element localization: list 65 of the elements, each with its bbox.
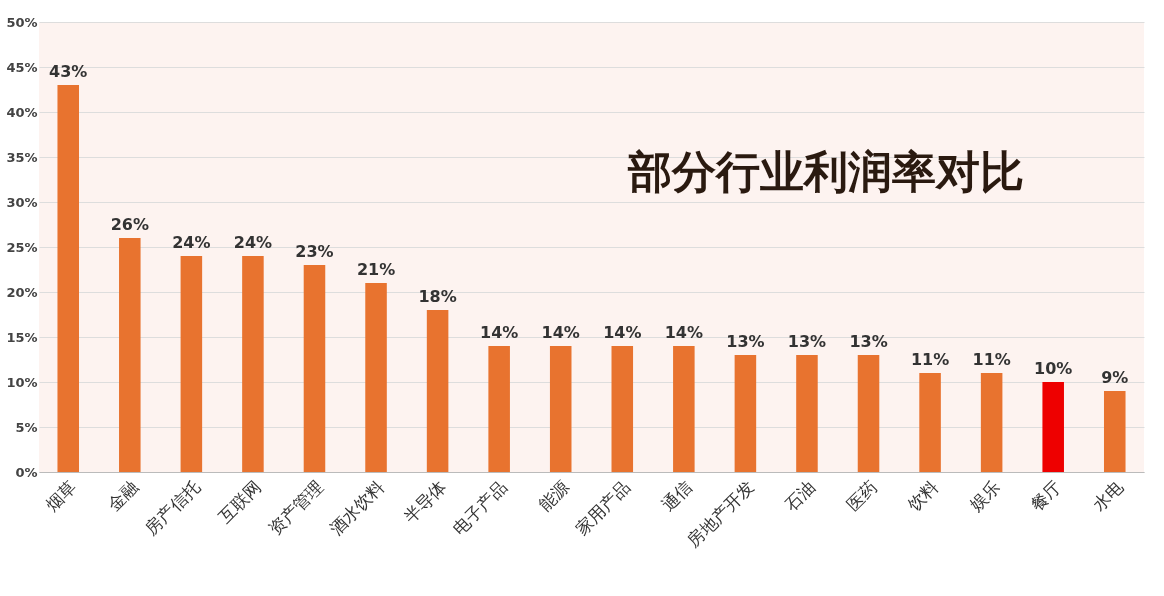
data-label: 21% xyxy=(356,260,396,279)
y-tick-label: 50% xyxy=(6,14,38,30)
y-tick-label: 45% xyxy=(6,59,38,75)
x-tick-label: 酒水饮料 xyxy=(325,476,389,539)
x-tick-label: 资产管理 xyxy=(264,476,327,539)
data-label: 18% xyxy=(418,287,457,306)
data-label: 14% xyxy=(603,323,642,342)
data-label: 23% xyxy=(295,242,334,261)
x-tick-label: 医药 xyxy=(842,476,881,515)
y-tick-label: 30% xyxy=(6,194,38,210)
bar xyxy=(426,310,449,472)
data-label: 13% xyxy=(726,332,765,351)
x-tick-label: 金融 xyxy=(103,476,142,515)
bar xyxy=(119,238,141,472)
bar xyxy=(673,346,695,472)
y-tick-label: 35% xyxy=(6,149,38,165)
x-tick-label: 房产信托 xyxy=(141,476,204,539)
bar xyxy=(180,256,203,472)
bar xyxy=(303,265,326,472)
y-tick-label: 5% xyxy=(15,419,38,435)
data-label: 43% xyxy=(49,62,88,81)
y-tick-label: 0% xyxy=(15,464,38,480)
y-tick-label: 20% xyxy=(6,284,38,300)
data-label: 10% xyxy=(1034,359,1073,378)
y-tick-label: 40% xyxy=(6,104,38,120)
y-tick-label: 15% xyxy=(6,329,38,345)
bar xyxy=(919,373,941,472)
bar xyxy=(549,346,572,472)
data-label: 24% xyxy=(172,233,211,252)
data-label: 14% xyxy=(480,323,519,342)
bar xyxy=(488,346,510,472)
bar xyxy=(857,355,880,472)
data-label: 14% xyxy=(541,323,580,342)
x-tick-label: 石油 xyxy=(780,476,819,515)
x-tick-label: 半导体 xyxy=(399,476,450,527)
data-label: 14% xyxy=(664,323,703,342)
data-label: 13% xyxy=(787,332,827,351)
x-tick-label: 能源 xyxy=(534,476,573,515)
bar xyxy=(980,373,1003,472)
y-tick-label: 25% xyxy=(6,239,38,255)
data-label: 11% xyxy=(972,350,1011,369)
bar xyxy=(796,355,818,472)
bar xyxy=(365,283,387,472)
bar xyxy=(734,355,757,472)
x-tick-label: 娱乐 xyxy=(965,476,1004,515)
bar xyxy=(57,85,80,472)
x-tick-label: 餐厅 xyxy=(1027,476,1066,515)
x-tick-label: 水电 xyxy=(1088,476,1127,515)
x-tick-label: 饮料 xyxy=(903,476,943,516)
data-label: 13% xyxy=(849,332,888,351)
x-tick-label: 电子产品 xyxy=(448,476,512,539)
text: 部分行业利润率对比 xyxy=(627,146,1024,197)
bar xyxy=(1042,382,1064,472)
x-tick-label: 互联网 xyxy=(214,476,265,527)
data-label: 26% xyxy=(110,215,149,234)
data-label: 24% xyxy=(233,233,273,252)
x-tick-label: 通信 xyxy=(657,476,696,515)
x-tick-label: 家用产品 xyxy=(572,476,635,539)
data-label: 11% xyxy=(910,350,950,369)
bar xyxy=(1103,391,1126,472)
y-tick-label: 10% xyxy=(6,374,38,390)
data-label: 9% xyxy=(1101,368,1129,387)
x-tick-label: 烟草 xyxy=(42,476,81,515)
bar xyxy=(611,346,634,472)
bar xyxy=(242,256,264,472)
